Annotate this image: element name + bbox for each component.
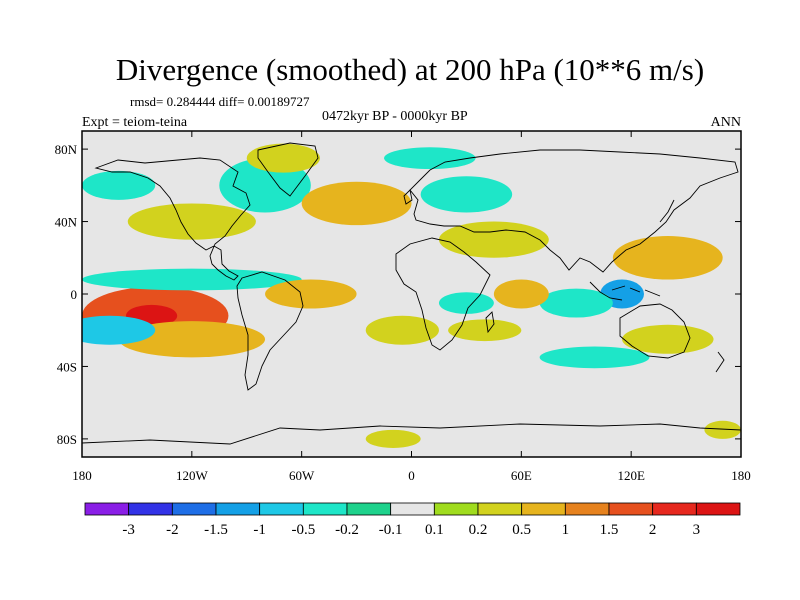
colorbar-label-3: -1 — [253, 522, 266, 538]
field-blob-10 — [384, 147, 476, 170]
field-blob-24 — [704, 420, 741, 439]
coast-madagascar — [485, 311, 495, 334]
y-tick-label-2: 0 — [71, 287, 78, 302]
x-tick-label-6: 180 — [731, 468, 751, 483]
colorbar-swatch-9 — [477, 502, 523, 516]
colorbar-swatch-4 — [259, 502, 304, 516]
field-blob-18 — [365, 315, 439, 345]
experiment-label: Expt = teiom-teina — [82, 115, 188, 130]
colorbar-swatch-8 — [433, 502, 479, 516]
field-blob-23 — [365, 429, 421, 448]
stats-label: rmsd= 0.284444 diff= 0.00189727 — [130, 94, 310, 109]
map-axes: 180 120W 60W 0 60E 120E 180 80N 40N 0 40S 80S — [55, 131, 751, 483]
colorbar: -3 -2 -1.5 -1 -0.5 -0.2 -0.1 0.1 0.2 0.5 1 1.5 2 3 — [84, 502, 741, 538]
field-blob-12 — [438, 221, 549, 258]
coast-south-america — [236, 271, 304, 391]
coastlines — [82, 142, 741, 445]
y-tick-label-3: 40S — [57, 359, 77, 374]
season-label: ANN — [711, 115, 741, 130]
colorbar-swatch-11 — [564, 502, 610, 516]
coast-north-america — [94, 157, 251, 281]
colorbar-swatch-10 — [521, 502, 566, 516]
field-blob-19 — [438, 292, 494, 314]
coast-japan — [659, 199, 675, 223]
x-tick-label-0: 180 — [72, 468, 92, 483]
colorbar-label-9: 0.5 — [512, 522, 531, 538]
x-tick-label-1: 120W — [176, 468, 209, 483]
field-blob-8 — [246, 143, 320, 173]
divergence-field — [82, 143, 741, 448]
colorbar-label-0: -3 — [122, 522, 135, 538]
colorbar-swatch-1 — [128, 502, 173, 516]
colorbar-swatch-6 — [346, 502, 392, 516]
colorbar-label-6: -0.1 — [379, 522, 403, 538]
field-blob-22 — [539, 346, 650, 369]
colorbar-swatch-7 — [390, 502, 435, 516]
colorbar-label-4: -0.5 — [291, 522, 315, 538]
colorbar-label-10: 1 — [562, 522, 570, 538]
y-tick-label-1: 40N — [55, 215, 78, 230]
x-tick-label-2: 60W — [289, 468, 315, 483]
colorbar-label-13: 3 — [693, 522, 701, 538]
colorbar-swatch-0 — [84, 502, 130, 516]
chart-title: Divergence (smoothed) at 200 hPa (10**6 … — [116, 52, 704, 87]
coast-antarctica — [82, 423, 741, 445]
coast-africa — [395, 237, 491, 351]
coast-australia — [619, 303, 691, 359]
colorbar-swatch-14 — [695, 502, 741, 516]
coast-new-zealand — [715, 351, 725, 373]
field-blob-13 — [612, 236, 723, 280]
period-label: 0472kyr BP - 0000kyr BP — [322, 109, 468, 124]
field-blob-17 — [265, 279, 357, 309]
field-blob-21 — [622, 324, 714, 354]
field-blob-6 — [82, 170, 156, 200]
colorbar-label-5: -0.2 — [335, 522, 359, 538]
field-blob-20 — [448, 319, 522, 342]
colorbar-swatch-5 — [302, 502, 348, 516]
x-tick-label-3: 0 — [408, 468, 415, 483]
y-tick-label-4: 80S — [57, 432, 77, 447]
colorbar-label-11: 1.5 — [600, 522, 619, 538]
field-blob-4 — [82, 315, 156, 345]
colorbar-swatch-13 — [652, 502, 697, 516]
field-blob-5 — [127, 203, 256, 240]
colorbar-label-12: 2 — [649, 522, 657, 538]
y-tick-label-0: 80N — [55, 142, 78, 157]
colorbar-label-8: 0.2 — [469, 522, 488, 538]
colorbar-label-2: -1.5 — [204, 522, 228, 538]
field-blob-9 — [301, 181, 412, 226]
coast-uk — [403, 189, 413, 205]
colorbar-swatch-3 — [215, 502, 261, 516]
colorbar-label-7: 0.1 — [425, 522, 444, 538]
field-blob-15 — [539, 288, 613, 318]
coast-eurasia — [409, 149, 739, 273]
field-blob-11 — [420, 176, 513, 213]
field-blob-16 — [493, 279, 549, 309]
field-blob-3 — [82, 268, 302, 291]
x-tick-label-4: 60E — [511, 468, 532, 483]
colorbar-swatch-2 — [171, 502, 217, 516]
x-tick-label-5: 120E — [617, 468, 645, 483]
colorbar-swatch-12 — [608, 502, 654, 516]
colorbar-label-1: -2 — [166, 522, 179, 538]
coast-indonesia — [589, 281, 661, 301]
coast-greenland — [257, 142, 319, 197]
